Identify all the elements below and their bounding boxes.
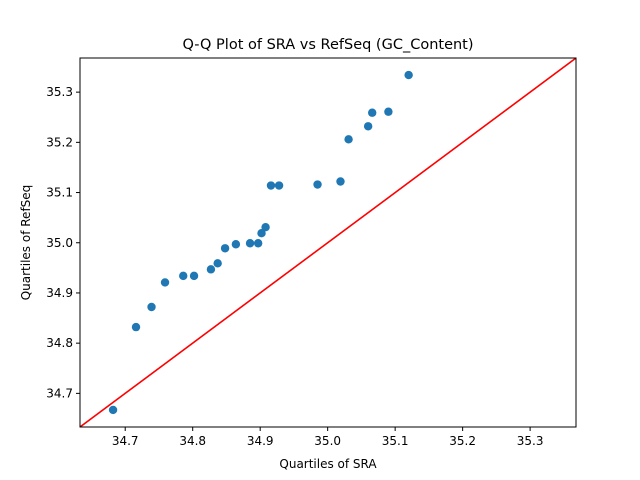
data-point (261, 222, 270, 232)
data-point (179, 271, 188, 281)
data-point (220, 244, 230, 253)
y-tick-label: 34.8 (46, 336, 73, 350)
data-point (108, 405, 118, 415)
data-point (245, 239, 255, 248)
y-axis-label: Quartiles of RefSeq (19, 185, 33, 301)
y-tick-label: 35.3 (46, 85, 73, 99)
data-point (404, 70, 413, 80)
data-point (266, 181, 276, 190)
x-tick-label: 34.8 (179, 434, 206, 448)
x-tick-label: 35.1 (382, 434, 409, 448)
x-tick-label: 35.0 (314, 434, 341, 448)
chart-title: Q-Q Plot of SRA vs RefSeq (GC_Content) (182, 37, 473, 53)
x-axis: 34.7 34.8 34.9 35.0 35.1 35.2 35.3 (112, 427, 544, 448)
x-axis-label: Quartiles of SRA (279, 457, 377, 471)
x-tick-label: 35.2 (449, 434, 476, 448)
data-point (206, 265, 216, 274)
data-point (257, 229, 266, 238)
reference-line (80, 58, 576, 427)
data-point (131, 322, 141, 332)
y-tick-label: 35.0 (46, 236, 73, 250)
data-point (313, 180, 322, 189)
x-tick-label: 34.9 (247, 434, 274, 448)
data-point (213, 259, 222, 268)
x-tick-label: 34.7 (112, 434, 139, 448)
data-point (344, 135, 353, 144)
y-tick-label: 34.7 (46, 386, 73, 400)
data-point (363, 122, 373, 131)
data-point (336, 177, 345, 186)
data-point (274, 181, 284, 190)
y-tick-label: 34.9 (46, 286, 73, 300)
y-tick-label: 35.2 (46, 135, 73, 149)
data-point (160, 278, 170, 287)
data-point (189, 271, 199, 281)
data-point (231, 240, 241, 249)
data-point (253, 239, 263, 248)
data-point (147, 302, 156, 312)
y-tick-label: 35.1 (46, 186, 73, 200)
y-axis: 34.7 34.8 34.9 35.0 35.1 35.2 35.3 (46, 85, 80, 400)
x-tick-label: 35.3 (517, 434, 544, 448)
data-point (368, 108, 377, 117)
data-point (384, 107, 393, 116)
